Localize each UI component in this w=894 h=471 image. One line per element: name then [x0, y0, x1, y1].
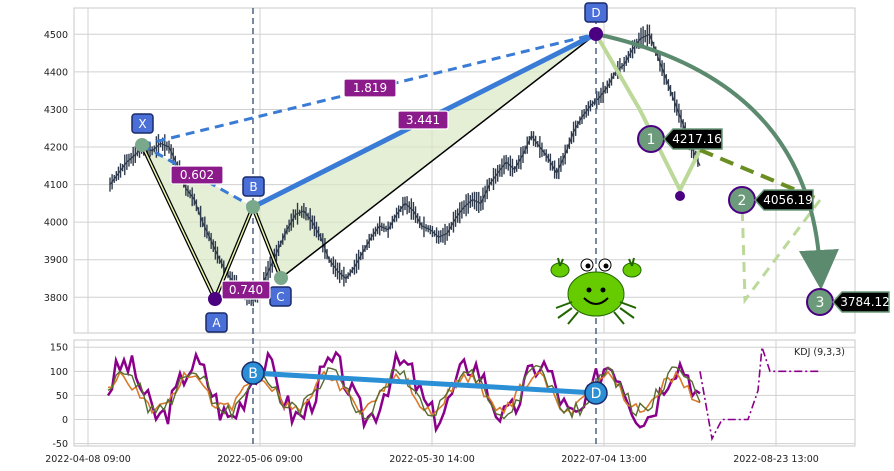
projection-point — [675, 191, 685, 201]
cd-leg — [280, 33, 597, 279]
point-d-label: D — [591, 6, 600, 20]
target-arc-arrow — [595, 32, 839, 290]
target-1-label: 1 — [647, 132, 656, 148]
ratio-xb-label: 0.602 — [180, 168, 214, 182]
x-tick-label: 2022-07-04 13:00 — [561, 454, 647, 465]
target-1-price: 4217.16 — [672, 132, 722, 146]
point-x-badge: X — [131, 113, 154, 134]
point-d-badge: D — [584, 2, 608, 23]
projection-path — [594, 32, 702, 195]
x-tick-label: 2022-08-23 13:00 — [733, 454, 819, 465]
indicator-y-axis: -50 0 50 100 150 — [50, 343, 68, 450]
kdj-k-line — [107, 364, 701, 420]
price-line — [109, 33, 701, 303]
price-y-tick-label: 4100 — [44, 180, 68, 191]
indicator-bd-line — [252, 370, 597, 396]
xa-leg-inner — [141, 144, 216, 300]
ab-leg-inner — [214, 206, 254, 300]
ratio-ac-label: 0.740 — [229, 283, 263, 297]
ratio-bd-box: 3.441 — [397, 110, 449, 130]
point-a-label: A — [212, 316, 221, 330]
indicator-y-tick-label: 0 — [62, 415, 68, 426]
x-tick-label: 2022-05-30 14:00 — [389, 454, 475, 465]
projection-dash-2 — [740, 199, 822, 305]
point-b-badge: B — [242, 176, 265, 197]
x-axis: 2022-04-08 09:00 2022-05-06 09:00 2022-05-… — [45, 454, 819, 465]
kdj-tail-line — [699, 346, 820, 442]
price-y-tick-label: 4000 — [44, 218, 68, 229]
target-3-price: 3784.12 — [840, 295, 890, 309]
x-tick-label: 2022-04-08 09:00 — [45, 454, 131, 465]
point-b-label: B — [249, 180, 257, 194]
price-y-tick-label: 3900 — [44, 255, 68, 266]
point-x-label: X — [138, 117, 146, 131]
target-2: 2 4056.19 — [728, 186, 814, 214]
price-y-tick-label: 4500 — [44, 30, 68, 41]
point-a-badge: A — [205, 312, 228, 333]
indicator-y-tick-label: 100 — [50, 367, 68, 378]
target-3-label: 3 — [816, 295, 825, 311]
indicator-d-label: D — [591, 386, 602, 402]
price-line-path — [109, 33, 701, 303]
price-y-tick-label: 4300 — [44, 105, 68, 116]
price-y-tick-label: 3800 — [44, 293, 68, 304]
ratio-xd-box: 1.819 — [343, 78, 397, 98]
point-c-dot — [274, 271, 288, 285]
point-x-dot — [135, 138, 149, 152]
indicator-y-tick-label: -50 — [52, 439, 68, 450]
ratio-xb-box: 0.602 — [170, 165, 224, 185]
indicator-b-marker: B — [241, 361, 265, 385]
point-b-dot — [246, 200, 260, 214]
kdj-label: KDJ (9,3,3) — [794, 347, 845, 358]
ratio-ac-box: 0.740 — [221, 280, 271, 300]
crab-icon — [550, 257, 642, 325]
target-3: 3 3784.12 — [806, 288, 890, 316]
indicator-d-marker: D — [584, 381, 608, 405]
point-d-dot — [589, 27, 603, 41]
grid — [74, 8, 855, 446]
bc-leg-inner — [252, 206, 282, 279]
point-a-dot — [208, 292, 222, 306]
target-2-label: 2 — [738, 193, 747, 209]
indicator-panel — [73, 339, 856, 447]
point-c-label: C — [276, 290, 284, 304]
xab-triangle — [142, 145, 253, 299]
price-y-tick-label: 4200 — [44, 143, 68, 154]
indicator-y-tick-label: 50 — [56, 391, 68, 402]
indicator-y-tick-label: 150 — [50, 343, 68, 354]
target-1: 1 4217.16 — [637, 125, 723, 153]
price-y-tick-label: 4400 — [44, 67, 68, 78]
target-2-price: 4056.19 — [763, 193, 813, 207]
ratio-xd-label: 1.819 — [353, 81, 387, 95]
point-c-badge: C — [269, 286, 292, 307]
bcd-triangle — [253, 34, 596, 278]
x-tick-label: 2022-05-06 09:00 — [217, 454, 303, 465]
ratio-bd-label: 3.441 — [406, 113, 440, 127]
price-y-axis: 3800 3900 4000 4100 4200 4300 4400 4500 — [44, 30, 68, 304]
indicator-b-label: B — [248, 366, 258, 382]
